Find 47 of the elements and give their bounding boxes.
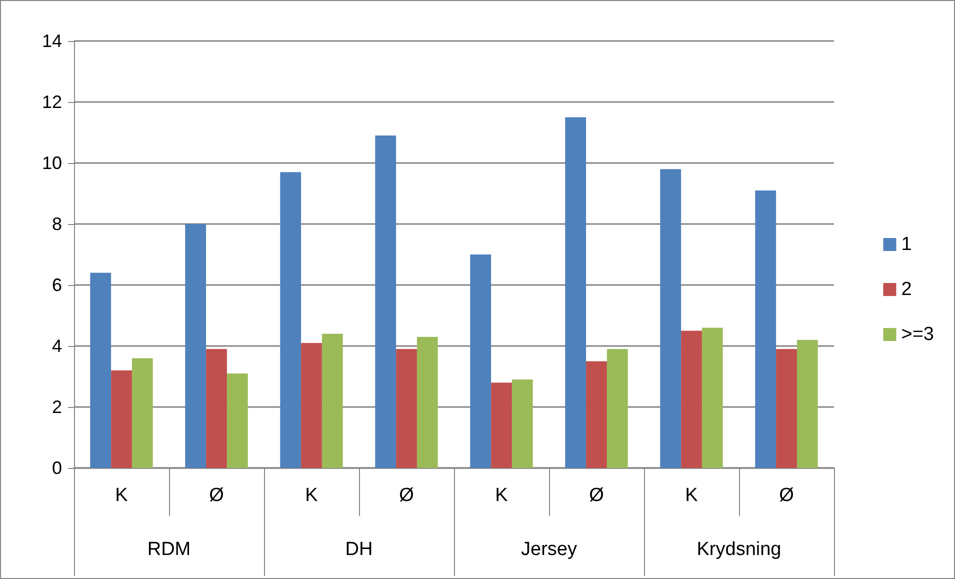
bar bbox=[185, 224, 206, 468]
x-tick-label: K bbox=[305, 485, 318, 506]
text: Jersey bbox=[521, 539, 578, 560]
x-tick-label: K bbox=[685, 485, 698, 506]
text: DH bbox=[345, 539, 373, 560]
bar bbox=[606, 349, 628, 468]
y-tick-label: 0 bbox=[52, 458, 62, 478]
y-tick-label: 14 bbox=[42, 31, 62, 51]
bar bbox=[206, 349, 227, 468]
bar bbox=[132, 358, 153, 468]
bar bbox=[776, 349, 797, 468]
legend-label: 1 bbox=[901, 234, 912, 255]
x-tick-label: Ø bbox=[589, 485, 604, 506]
x-tick-label: K bbox=[495, 485, 508, 506]
bar bbox=[396, 349, 417, 468]
x-tick-label: Ø bbox=[209, 485, 224, 506]
bar bbox=[470, 254, 492, 468]
bar bbox=[681, 330, 702, 468]
y-tick-label: 10 bbox=[42, 153, 62, 173]
y-tick-label: 2 bbox=[52, 397, 62, 417]
bar bbox=[280, 172, 302, 468]
bar bbox=[226, 373, 248, 468]
bar bbox=[702, 328, 723, 468]
bar bbox=[301, 342, 322, 468]
text: Krydsning bbox=[696, 539, 782, 560]
bar bbox=[755, 190, 776, 468]
bar bbox=[322, 334, 343, 468]
bar bbox=[491, 382, 512, 468]
y-tick-label: 6 bbox=[52, 275, 62, 295]
bar bbox=[796, 340, 818, 468]
bar bbox=[660, 169, 682, 468]
bar bbox=[512, 380, 533, 468]
bar bbox=[111, 370, 132, 468]
legend-label: 2 bbox=[901, 279, 912, 300]
x-tick-label: Ø bbox=[779, 485, 794, 506]
y-tick-label: 8 bbox=[52, 214, 62, 234]
bar bbox=[416, 336, 438, 468]
text: RDM bbox=[147, 539, 191, 560]
bar bbox=[375, 136, 396, 468]
x-tick-label: Ø bbox=[399, 485, 414, 506]
y-tick-label: 4 bbox=[52, 336, 62, 356]
bar bbox=[586, 361, 607, 468]
bar bbox=[90, 272, 112, 468]
x-tick-label: K bbox=[115, 485, 128, 506]
y-tick-label: 12 bbox=[42, 92, 62, 112]
bar bbox=[565, 117, 586, 468]
legend-label: >=3 bbox=[901, 324, 934, 345]
